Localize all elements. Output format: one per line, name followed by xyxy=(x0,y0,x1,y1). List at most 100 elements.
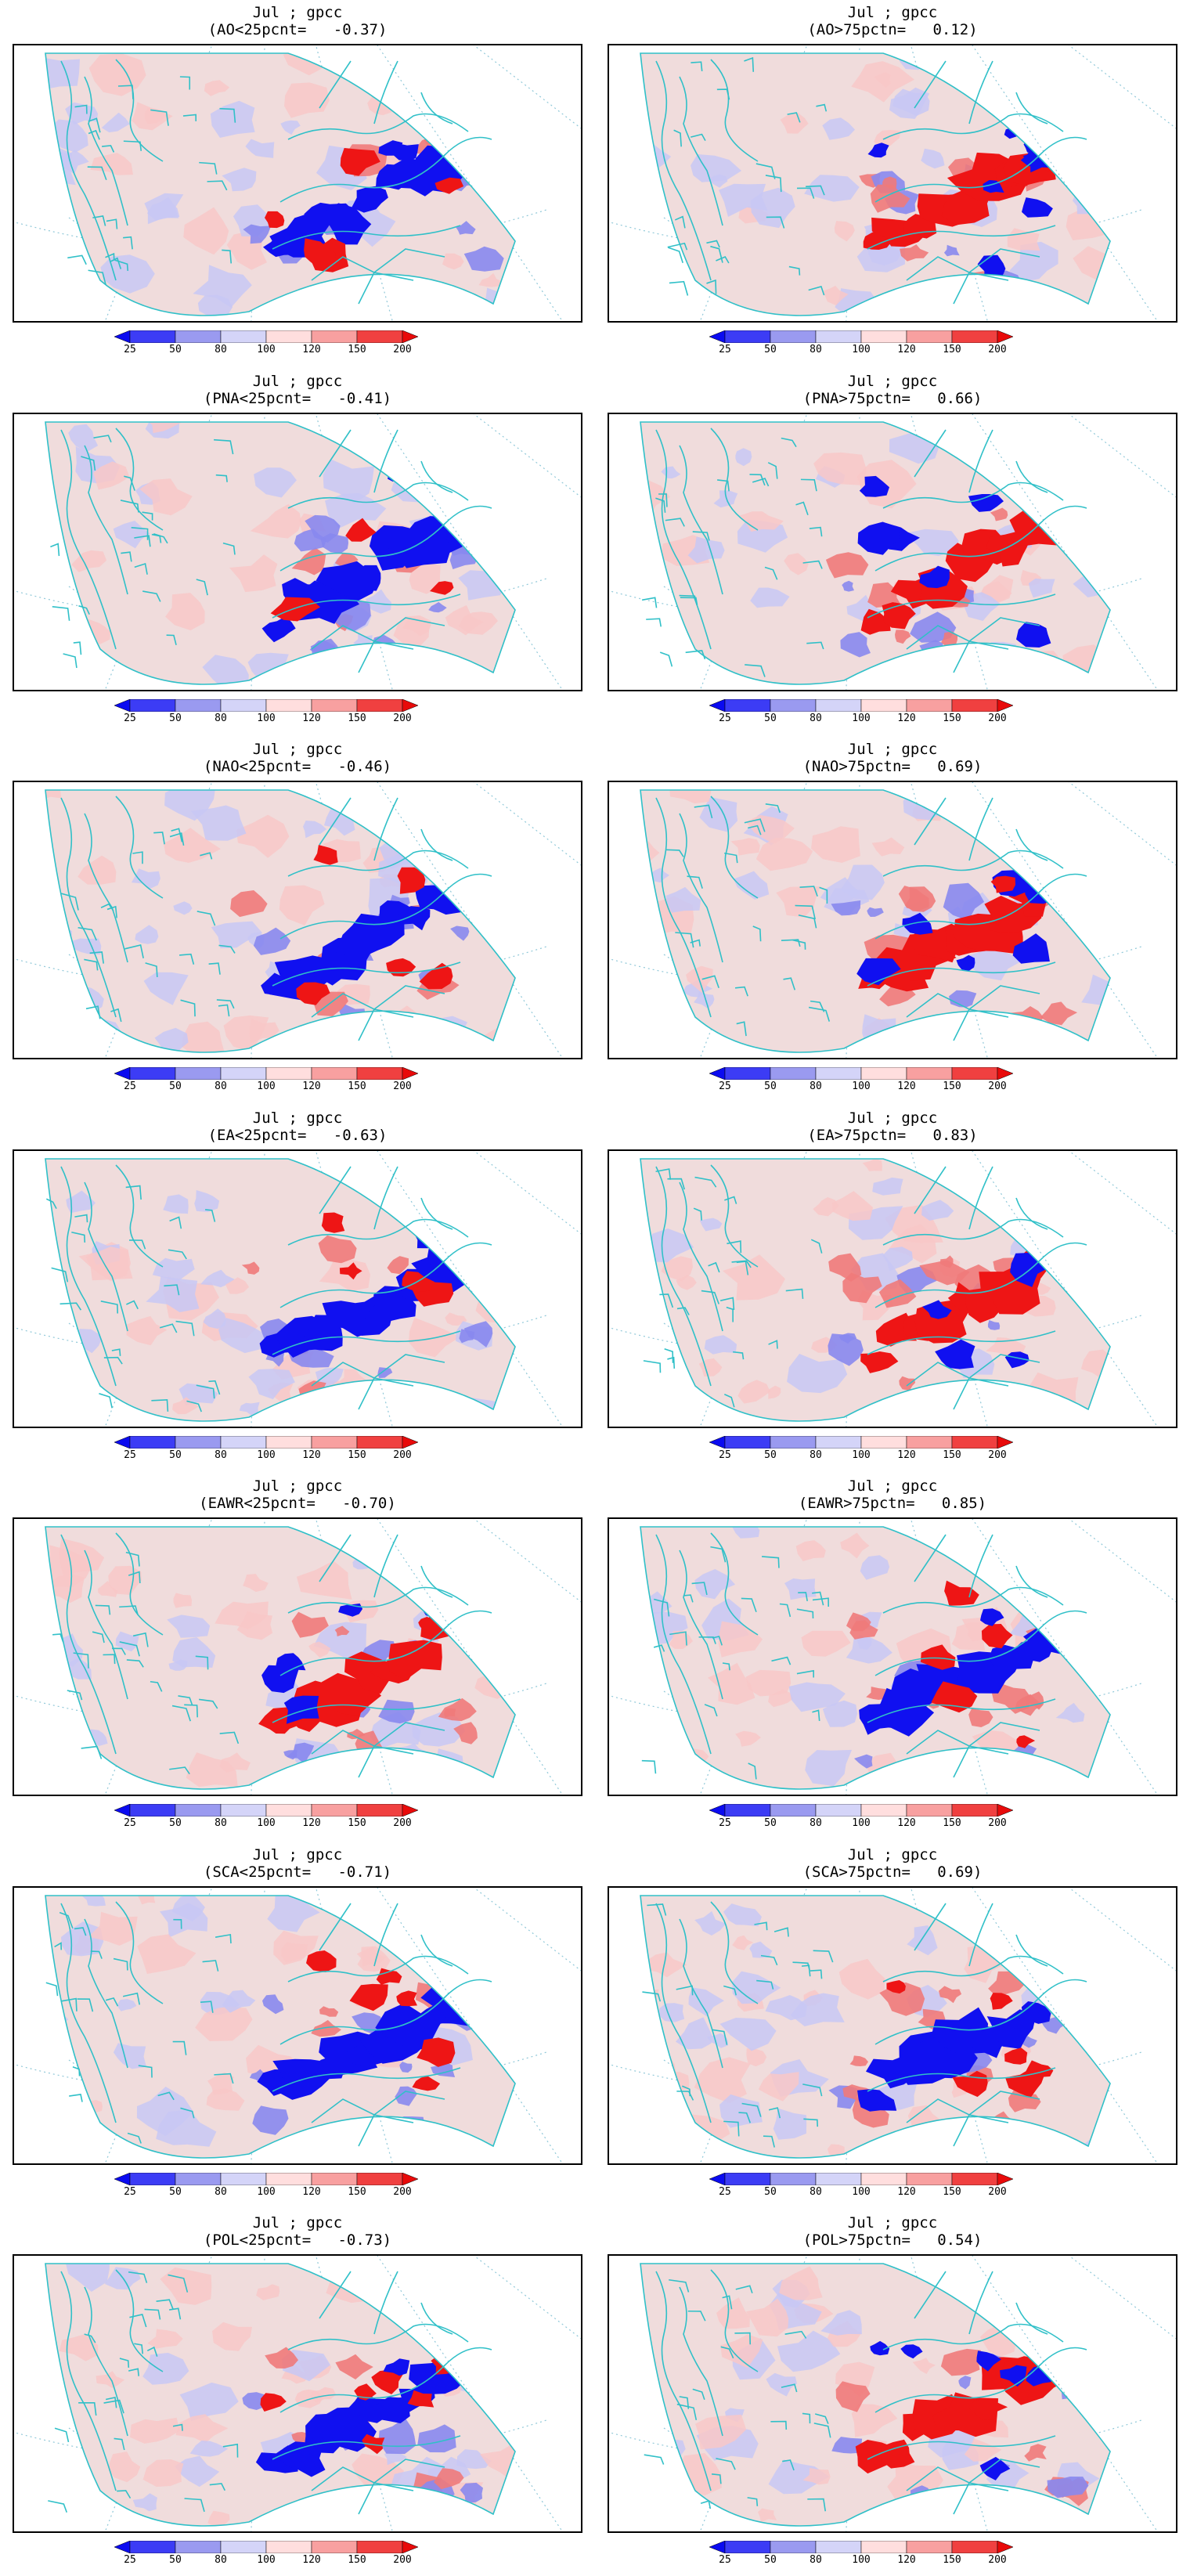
colorbar-label: 25 xyxy=(719,344,731,355)
map-panel: Jul ; gpcc (SCA<25pcnt= -0.71) 25 50 80 100 12… xyxy=(13,1845,582,2206)
colorbar-arrow-high xyxy=(997,1435,1014,1449)
colorbar-segment xyxy=(265,2172,312,2185)
colorbar-label: 200 xyxy=(393,344,412,355)
map-canvas xyxy=(14,2256,581,2531)
colorbar-segment xyxy=(724,2172,771,2185)
precip-field xyxy=(640,2264,1110,2526)
colorbar-label: 150 xyxy=(943,1817,961,1829)
colorbar-label: 120 xyxy=(302,1817,321,1829)
panel-title: Jul ; gpcc xyxy=(847,2214,938,2231)
coastlines xyxy=(640,789,1111,1053)
panel-subtitle: (EAWR>75pctn= 0.85) xyxy=(798,1495,987,1512)
colorbar-label: 50 xyxy=(169,712,182,724)
panel-subtitle: (PNA>75pctn= 0.66) xyxy=(802,389,983,407)
colorbar-label: 25 xyxy=(124,344,136,355)
colorbar-label: 120 xyxy=(302,2185,321,2198)
colorbar-label: 80 xyxy=(215,344,227,355)
colorbar-arrow-high xyxy=(402,2540,419,2554)
colorbar-segment xyxy=(356,2540,403,2554)
colorbar-segment xyxy=(770,330,817,344)
colorbar-label: 25 xyxy=(719,1081,731,1092)
coastlines xyxy=(45,789,516,1053)
coastlines xyxy=(45,1157,516,1422)
colorbar-label: 150 xyxy=(348,2185,366,2198)
colorbar-label: 200 xyxy=(988,1081,1007,1092)
colorbar-arrow-high xyxy=(402,2172,419,2185)
colorbar-segment xyxy=(175,1803,222,1817)
colorbar-arrow-low xyxy=(709,698,726,712)
colorbar-label: 80 xyxy=(215,1449,227,1461)
colorbar-label: 50 xyxy=(169,1081,182,1092)
map-frame xyxy=(608,44,1177,323)
colorbar-label: 80 xyxy=(810,344,822,355)
colorbar-label: 25 xyxy=(124,712,136,724)
colorbar-label: 50 xyxy=(169,2554,182,2566)
colorbar-label: 80 xyxy=(215,2185,227,2198)
map-frame xyxy=(13,1517,582,1796)
panel-subtitle: (AO>75pctn= 0.12) xyxy=(807,21,978,38)
colorbar-segment xyxy=(951,1803,998,1817)
colorbar-label: 150 xyxy=(348,1817,366,1829)
colorbar-label: 150 xyxy=(943,2554,961,2566)
colorbar-label: 120 xyxy=(897,344,916,355)
panel-subtitle: (EA>75pctn= 0.83) xyxy=(807,1126,978,1144)
colorbar-segment xyxy=(951,1066,998,1081)
colorbar-label: 100 xyxy=(257,1817,276,1829)
colorbar-label: 200 xyxy=(988,344,1007,355)
map-panel: Jul ; gpcc (PNA>75pctn= 0.66) 25 50 80 100 120… xyxy=(608,372,1177,732)
map-frame xyxy=(608,1149,1177,1428)
colorbar-label: 50 xyxy=(169,2185,182,2198)
colorbar-label: 25 xyxy=(124,2554,136,2566)
colorbar-label: 80 xyxy=(810,1449,822,1461)
coastlines xyxy=(640,1894,1111,2159)
coastlines xyxy=(45,420,516,685)
map-canvas xyxy=(14,1519,581,1795)
colorbar-segment xyxy=(724,1435,771,1449)
panel-title: Jul ; gpcc xyxy=(847,372,938,390)
colorbar-label: 100 xyxy=(257,1081,276,1092)
colorbar-segment xyxy=(265,1435,312,1449)
colorbar: 25 50 80 100 120 150 200 xyxy=(114,1803,419,1829)
colorbar-segment xyxy=(906,2540,953,2554)
colorbar-segment xyxy=(815,1066,862,1081)
colorbar-arrow-high xyxy=(402,698,419,712)
panel-subtitle: (EAWR<25pcnt= -0.70) xyxy=(199,1495,396,1512)
colorbar-label: 100 xyxy=(257,2554,276,2566)
map-panel: Jul ; gpcc (NAO>75pctn= 0.69) 25 50 80 100 120… xyxy=(608,740,1177,1100)
colorbar-label: 50 xyxy=(169,344,182,355)
colorbar-arrow-high xyxy=(997,330,1014,344)
colorbar-segment xyxy=(129,1803,176,1817)
colorbar-label: 100 xyxy=(852,2554,871,2566)
map-canvas xyxy=(609,1519,1176,1795)
colorbar-segment xyxy=(815,698,862,712)
colorbar-label: 25 xyxy=(124,2185,136,2198)
panel-title: Jul ; gpcc xyxy=(252,4,343,21)
colorbar-swatches xyxy=(114,1803,419,1817)
colorbar-segment xyxy=(175,1066,222,1081)
map-panel: Jul ; gpcc (EA>75pctn= 0.83) 25 50 80 100 120 1… xyxy=(608,1109,1177,1469)
panel-subtitle: (SCA<25pcnt= -0.71) xyxy=(203,1863,392,1881)
colorbar-segment xyxy=(724,698,771,712)
colorbar-segment xyxy=(860,1435,907,1449)
colorbar-label: 200 xyxy=(393,2554,412,2566)
coastlines xyxy=(640,2263,1111,2527)
colorbar-segment xyxy=(770,2540,817,2554)
map-frame xyxy=(13,781,582,1059)
colorbar-label: 80 xyxy=(810,712,822,724)
colorbar-segment xyxy=(220,698,267,712)
map-frame xyxy=(13,1885,582,2165)
colorbar-label: 150 xyxy=(943,712,961,724)
colorbar-label: 200 xyxy=(393,1817,412,1829)
colorbar-segment xyxy=(129,698,176,712)
colorbar-segment xyxy=(724,330,771,344)
colorbar-label: 150 xyxy=(348,1449,366,1461)
colorbar-arrow-low xyxy=(114,1435,131,1449)
colorbar-segment xyxy=(265,330,312,344)
colorbar-segment xyxy=(129,330,176,344)
colorbar-segment xyxy=(770,2172,817,2185)
colorbar-arrow-low xyxy=(709,2172,726,2185)
panel-title: Jul ; gpcc xyxy=(847,1477,938,1495)
colorbar-arrow-low xyxy=(114,2172,131,2185)
colorbar-label: 150 xyxy=(943,2185,961,2198)
colorbar-segment xyxy=(311,2172,358,2185)
